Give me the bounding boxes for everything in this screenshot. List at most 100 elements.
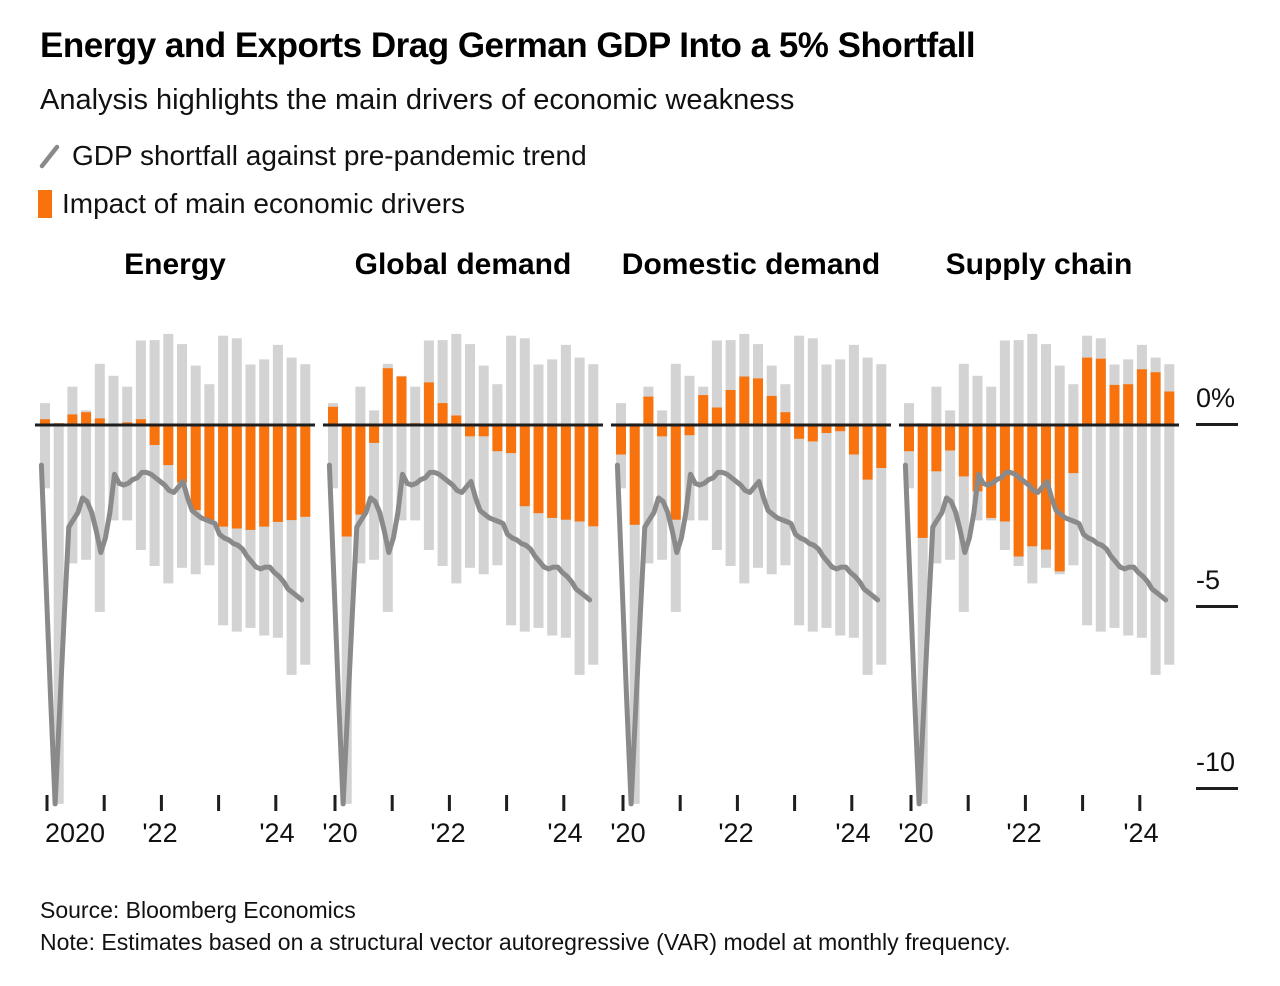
impact-bar: [629, 425, 640, 525]
panel-plot-energy: [35, 333, 315, 811]
gray-range-bar: [40, 403, 50, 489]
gray-range-bar: [492, 384, 503, 566]
impact-bar: [135, 419, 146, 425]
gray-range-bar: [382, 363, 393, 612]
impact-bar: [698, 395, 709, 425]
gray-range-bar: [862, 357, 873, 675]
x-axis-tick: [217, 795, 221, 811]
impact-bar: [1068, 425, 1079, 474]
impact-bar: [945, 425, 956, 451]
impact-bar: [506, 425, 517, 454]
gray-range-bar: [437, 340, 448, 566]
x-axis-tick: [45, 795, 49, 811]
x-axis-tick: [966, 795, 970, 811]
panel-energy: Energy 2020 '22 '24: [35, 248, 315, 868]
impact-bar: [616, 425, 626, 455]
legend-bar-entry: Impact of main economic drivers: [38, 188, 465, 220]
impact-bar: [40, 419, 50, 425]
impact-bar: [328, 406, 338, 425]
impact-bar: [163, 425, 174, 466]
impact-bar: [272, 425, 283, 522]
gray-range-bar: [506, 335, 517, 626]
impact-bar: [1136, 369, 1147, 425]
impact-bar-legend-icon: [38, 190, 52, 218]
impact-bar: [848, 425, 859, 455]
x-axis-tick: [562, 795, 566, 811]
legend-bar-label: Impact of main economic drivers: [62, 188, 466, 219]
x-axis-label: '24: [547, 818, 583, 848]
x-axis-tick: [621, 795, 625, 811]
impact-bar: [190, 425, 201, 511]
gray-range-bar: [369, 410, 380, 560]
gray-range-bar: [807, 338, 818, 632]
impact-bar: [958, 425, 969, 477]
gray-range-bar: [451, 333, 462, 584]
gdp-shortfall-line: [38, 462, 305, 807]
gray-range-bar: [1123, 359, 1134, 636]
x-axis-tick: [678, 795, 682, 811]
panel-title-domestic-demand: Domestic demand: [621, 248, 881, 281]
x-axis-label: 2020: [44, 818, 106, 848]
impact-bar: [684, 425, 695, 436]
panel-supply-chain: Supply chain '20 '22 '24: [898, 248, 1179, 868]
impact-bar: [519, 425, 530, 507]
gray-range-bar: [149, 340, 160, 566]
impact-bar: [1109, 384, 1120, 425]
impact-bar: [177, 425, 187, 483]
gray-range-bar: [1068, 384, 1079, 566]
source-text: Source: Bloomberg Economics: [40, 897, 356, 923]
x-axis-label: '24: [1123, 818, 1159, 848]
impact-bar: [588, 425, 599, 527]
gray-range-bar: [1164, 364, 1175, 665]
gray-range-bar: [753, 344, 763, 568]
impact-bar: [1095, 358, 1106, 425]
impact-bar: [547, 425, 558, 518]
x-axis-tick: [850, 795, 854, 811]
panel-plot-domestic-demand: [611, 333, 891, 811]
impact-bar: [794, 425, 805, 439]
gray-range-bar: [835, 359, 846, 636]
impact-bar: [574, 425, 585, 522]
impact-bar: [465, 425, 475, 437]
impact-bar: [766, 395, 777, 425]
x-axis-label: '24: [259, 818, 295, 848]
y-axis-gridline-neg10: [1196, 787, 1238, 790]
impact-bar: [807, 425, 818, 442]
gray-range-bar: [1082, 335, 1093, 626]
impact-bar: [835, 425, 846, 432]
impact-bar: [437, 403, 448, 425]
panel-title-energy: Energy: [124, 248, 226, 281]
gray-range-bar: [1109, 364, 1120, 628]
panel-plot-supply-chain: [899, 333, 1179, 811]
gdp-shortfall-line: [326, 462, 593, 807]
gray-range-bar: [931, 386, 942, 564]
impact-bar: [876, 425, 887, 468]
impact-bar: [1150, 372, 1161, 425]
gray-range-bar: [1150, 357, 1161, 675]
x-axis-tick: [909, 795, 913, 811]
gdp-shortfall-line: [614, 462, 881, 807]
gray-range-bar: [698, 386, 709, 521]
gdp-line-legend-icon: [39, 144, 60, 169]
x-axis-tick: [735, 795, 739, 811]
gray-range-bar: [876, 364, 887, 665]
impact-bar: [94, 418, 105, 425]
gray-range-bar: [1136, 344, 1147, 638]
impact-bar: [972, 425, 983, 492]
chart-title: Energy and Exports Drag German GDP Into …: [40, 26, 976, 65]
gray-range-bar: [945, 410, 956, 560]
legend-line-entry: GDP shortfall against pre-pandemic trend: [38, 140, 587, 172]
y-axis-label-neg5: -5: [1196, 565, 1221, 595]
gray-range-bar: [821, 364, 832, 628]
y-axis-gridline-0: [1196, 423, 1238, 426]
impact-bar: [904, 425, 914, 452]
impact-bar: [355, 425, 366, 515]
impact-bar: [396, 376, 407, 425]
panel-plot-global-demand: [323, 333, 603, 811]
impact-bar: [1013, 425, 1024, 557]
impact-bar: [711, 407, 722, 425]
x-axis-tick: [505, 795, 509, 811]
gray-range-bar: [958, 363, 969, 612]
gray-range-bar: [848, 344, 859, 638]
gray-range-bar: [657, 410, 668, 560]
